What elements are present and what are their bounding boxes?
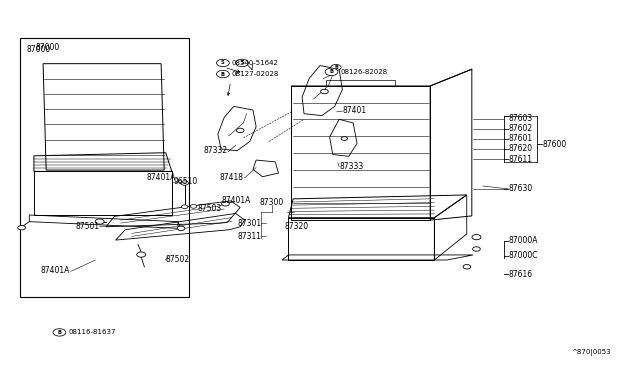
Text: 87401: 87401 <box>342 106 367 115</box>
Circle shape <box>95 219 104 224</box>
Text: 87620: 87620 <box>508 144 532 153</box>
Circle shape <box>236 128 244 133</box>
Text: 87501: 87501 <box>76 221 100 231</box>
Text: 87401A: 87401A <box>40 266 70 275</box>
Text: 87611: 87611 <box>508 155 532 164</box>
Text: 87601: 87601 <box>508 134 532 143</box>
Text: B: B <box>330 69 333 74</box>
Circle shape <box>181 205 188 209</box>
Circle shape <box>180 181 188 185</box>
Circle shape <box>331 64 341 70</box>
Text: 87502: 87502 <box>166 255 189 264</box>
Circle shape <box>463 264 470 269</box>
Text: S: S <box>221 61 225 65</box>
Text: ^870|0053: ^870|0053 <box>571 349 611 356</box>
Circle shape <box>236 59 248 67</box>
Text: 87000A: 87000A <box>508 236 538 246</box>
Text: 87000C: 87000C <box>508 251 538 260</box>
Text: 87503: 87503 <box>197 204 221 213</box>
Circle shape <box>472 247 480 251</box>
Text: 87616: 87616 <box>508 270 532 279</box>
Text: 87301: 87301 <box>237 219 261 228</box>
Text: 96510: 96510 <box>173 177 197 186</box>
Circle shape <box>341 137 348 140</box>
Text: 08116-81637: 08116-81637 <box>68 329 116 336</box>
Text: 87000: 87000 <box>26 45 51 54</box>
Text: 87603: 87603 <box>508 114 532 123</box>
Text: B: B <box>334 65 338 70</box>
Circle shape <box>18 225 26 230</box>
Text: 87602: 87602 <box>508 124 532 133</box>
Text: 08540-51642: 08540-51642 <box>232 60 279 66</box>
Text: 87000: 87000 <box>36 42 60 51</box>
Text: B: B <box>58 330 61 335</box>
Text: 87311: 87311 <box>237 231 261 241</box>
Circle shape <box>321 89 328 94</box>
Circle shape <box>216 70 229 78</box>
Circle shape <box>472 235 481 240</box>
Text: 87630: 87630 <box>508 185 532 193</box>
Circle shape <box>190 205 196 208</box>
Text: 0B127-02028: 0B127-02028 <box>232 71 279 77</box>
Circle shape <box>216 59 229 67</box>
Text: 87418: 87418 <box>220 173 243 182</box>
Text: 08126-82028: 08126-82028 <box>340 69 388 75</box>
Text: 87320: 87320 <box>285 222 309 231</box>
Circle shape <box>137 252 146 257</box>
Text: 87401A: 87401A <box>221 196 250 205</box>
Circle shape <box>325 68 338 76</box>
Bar <box>20 38 189 297</box>
Text: 87332: 87332 <box>204 146 227 155</box>
Text: 87401A: 87401A <box>147 173 176 182</box>
Text: B: B <box>221 71 225 77</box>
Circle shape <box>53 329 66 336</box>
Text: 87300: 87300 <box>260 198 284 207</box>
Circle shape <box>177 226 185 231</box>
Circle shape <box>221 202 229 206</box>
Text: 87600: 87600 <box>542 140 566 149</box>
Text: S: S <box>240 61 244 65</box>
Text: 87333: 87333 <box>339 162 364 171</box>
